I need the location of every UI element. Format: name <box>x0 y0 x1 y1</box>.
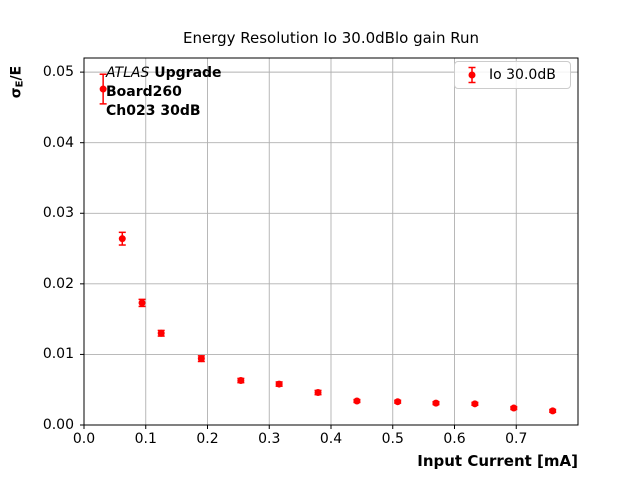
data-point <box>549 407 557 415</box>
chart-title: Energy Resolution Io 30.0dBlo gain Run <box>182 29 480 47</box>
data-point <box>138 299 146 307</box>
data-point <box>471 400 479 408</box>
annotation-line-2: Board260 <box>106 84 182 100</box>
x-tick-label: 0.6 <box>443 431 466 447</box>
x-tick-label: 0.7 <box>505 431 528 447</box>
data-point <box>314 389 322 397</box>
x-tick-label: 0.0 <box>72 431 96 447</box>
y-tick-label: 0.02 <box>42 275 74 292</box>
data-point <box>510 404 518 412</box>
data-point <box>157 329 165 337</box>
annotation-text: ATLAS Upgrade Board260 Ch023 30dB <box>106 64 222 121</box>
data-point <box>237 377 245 385</box>
annotation-line-1: ATLAS Upgrade <box>106 64 222 83</box>
data-point <box>353 397 361 405</box>
x-tick-label: 0.3 <box>258 431 281 447</box>
legend-label: Io 30.0dB <box>489 67 556 83</box>
y-tick-label: 0.00 <box>42 417 74 433</box>
annotation-line-3: Ch023 30dB <box>106 103 201 119</box>
y-tick-label: 0.04 <box>42 134 74 151</box>
x-axis-label: Input Current [mA] <box>417 452 578 470</box>
x-tick-label: 0.1 <box>134 431 157 447</box>
data-point <box>275 380 283 388</box>
x-tick-label: 0.4 <box>319 431 343 447</box>
legend-errorbar-marker-icon <box>468 66 476 84</box>
x-tick-label: 0.2 <box>196 431 219 447</box>
annotation-label: Upgrade <box>149 65 222 81</box>
data-point <box>118 235 126 243</box>
data-point <box>432 399 440 407</box>
data-point <box>197 355 205 363</box>
y-tick-label: 0.01 <box>42 346 74 363</box>
legend: Io 30.0dB <box>454 61 571 89</box>
x-tick-label: 0.5 <box>381 431 404 447</box>
data-point <box>99 85 107 93</box>
y-tick-label: 0.03 <box>42 205 74 222</box>
data-point <box>394 398 402 406</box>
annotation-experiment: ATLAS <box>106 65 150 81</box>
y-tick-label: 0.05 <box>42 64 74 81</box>
